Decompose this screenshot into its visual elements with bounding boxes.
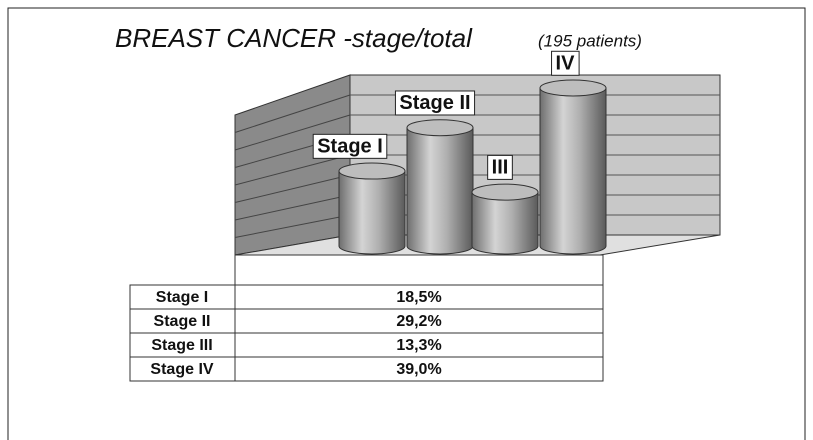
cylinder [406, 119, 474, 255]
bar-label: III [492, 156, 509, 178]
bar-label-box [312, 133, 388, 159]
wall-line [234, 174, 351, 203]
cylinder [338, 162, 406, 255]
bar-label-box [394, 90, 476, 116]
row-label: Stage III [151, 337, 212, 354]
bar-label: Stage I [317, 135, 383, 157]
table-cell [129, 308, 236, 334]
row-label: Stage IV [150, 361, 213, 378]
bar-label: Stage II [399, 92, 470, 114]
wall-line [234, 94, 351, 133]
table-cell [129, 284, 236, 310]
row-value: 13,3% [396, 337, 441, 354]
cylinder-top [406, 119, 474, 137]
row-label: Stage I [156, 289, 208, 306]
cylinder-top [471, 183, 539, 201]
cylinder-body [539, 87, 607, 255]
cylinder-body [406, 127, 474, 255]
row-value: 29,2% [396, 313, 441, 330]
table-cell [129, 332, 236, 358]
cylinder [471, 183, 539, 255]
table-cell [234, 332, 604, 358]
wall-line [234, 194, 351, 221]
wall-line [234, 154, 351, 186]
cylinder-body [338, 170, 406, 255]
chart-subtitle: (195 patients) [538, 31, 642, 50]
bar-label-box [487, 154, 513, 180]
cylinder-top [539, 79, 607, 97]
cylinder [539, 79, 607, 255]
cylinder-top [338, 162, 406, 180]
table-cell [234, 356, 604, 382]
chart-title: BREAST CANCER -stage/total [115, 23, 473, 53]
bar-label-box [551, 50, 580, 76]
row-label: Stage II [154, 313, 211, 330]
bar-label: IV [556, 52, 576, 74]
wall-line [234, 214, 351, 238]
table-header [234, 254, 604, 286]
table-cell [234, 308, 604, 334]
wall-line [234, 114, 351, 151]
row-value: 39,0% [396, 361, 441, 378]
row-value: 18,5% [396, 289, 441, 306]
table-cell [234, 284, 604, 310]
cylinder-body [471, 191, 539, 255]
